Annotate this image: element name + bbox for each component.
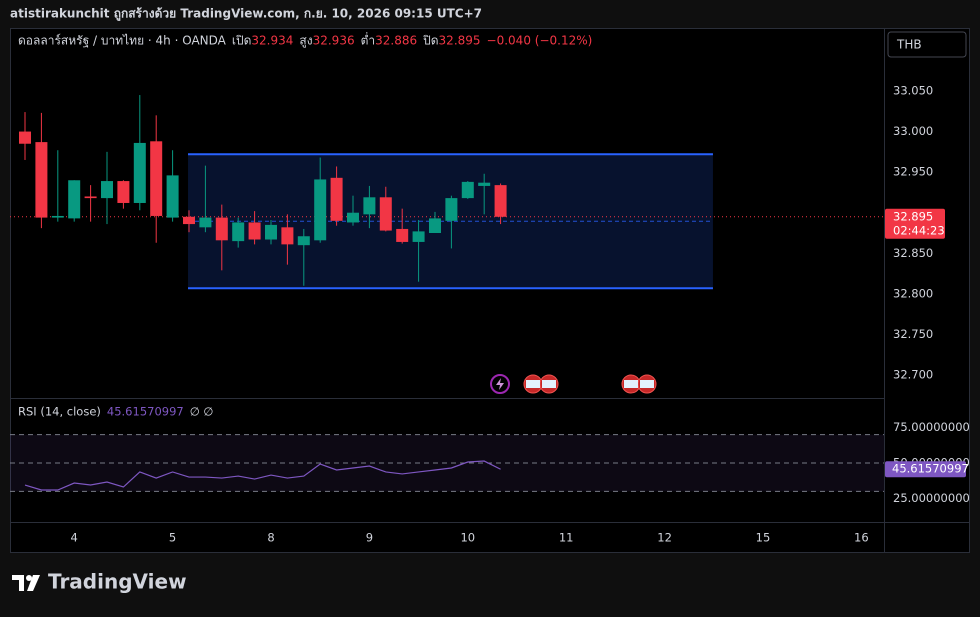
flag: [640, 380, 654, 388]
events: [490, 374, 657, 394]
currency-button[interactable]: [887, 31, 967, 58]
ohlc-label: เปิด: [232, 34, 252, 48]
candle-body: [150, 141, 163, 216]
y-tick-label: 33.000: [893, 124, 933, 138]
caption: atistirakunchit ถูกสร้างด้วย TradingView…: [10, 7, 482, 22]
candle-body: [215, 217, 228, 241]
currency: THB: [896, 38, 922, 52]
candle-body: [51, 215, 64, 218]
ohlc-label: สูง: [299, 34, 312, 49]
x-tick-label: 10: [460, 531, 475, 545]
candle-body: [330, 177, 343, 221]
candle-body: [314, 179, 327, 241]
flag: [526, 380, 540, 388]
candle-body: [232, 222, 245, 242]
x-tick-label: 16: [854, 531, 869, 545]
y-tick-label: 32.800: [893, 286, 933, 300]
candle-body: [428, 218, 441, 234]
change: −0.040 (−0.12%): [487, 34, 593, 48]
candle-body: [35, 142, 48, 218]
rsi-tag-value: 45.61570997: [892, 462, 969, 476]
candle-body: [396, 228, 409, 242]
event-icon: [496, 378, 504, 390]
rsi-value: 45.61570997: [107, 405, 184, 419]
candle-body: [478, 182, 491, 186]
x-tick-label: 11: [559, 531, 574, 545]
logo-mark: [12, 575, 24, 591]
candle-body: [182, 216, 195, 225]
candle-body: [84, 196, 97, 199]
candle-body: [297, 236, 310, 246]
candle-body: [264, 224, 277, 240]
candle-body: [248, 222, 261, 240]
x-tick-label: 12: [657, 531, 672, 545]
brand: TradingView: [48, 570, 187, 594]
logo-mark: [27, 575, 40, 591]
y-tick-label: 32.700: [893, 368, 933, 382]
candle-body: [346, 212, 359, 223]
price-tag-value: 32.895: [893, 209, 933, 223]
rsi-extra: ∅ ∅: [190, 405, 214, 419]
candle-body: [199, 217, 212, 228]
y-tick-label: 32.750: [893, 327, 933, 341]
countdown: 02:44:23: [893, 223, 945, 237]
candle-body: [101, 181, 114, 199]
logo-mark: [26, 575, 32, 581]
y-tick-label: 33.050: [893, 83, 933, 97]
price-tag: [885, 208, 945, 239]
logo: TradingView: [12, 570, 187, 594]
rsi-tick-label: 75.00000000: [893, 420, 970, 434]
symbol: ดอลลาร์สหรัฐ / บาทไทย · 4h · OANDA: [18, 34, 227, 48]
candle-body: [461, 181, 474, 199]
candle-body: [281, 227, 294, 245]
candle-body: [19, 131, 32, 144]
flag: [624, 380, 638, 388]
rsi-label: RSI (14, close): [18, 405, 101, 419]
candle-body: [166, 175, 179, 218]
candle-body: [379, 197, 392, 231]
ohlc-value: 32.895: [439, 34, 481, 48]
ohlc-label: ต่ำ: [361, 32, 376, 48]
x-tick-label: 15: [756, 531, 771, 545]
x-tick-label: 5: [169, 531, 176, 545]
candle-body: [133, 142, 146, 203]
ohlc-value: 32.936: [313, 34, 355, 48]
x-tick-label: 9: [366, 531, 373, 545]
x-tick-label: 4: [71, 531, 78, 545]
legend: ดอลลาร์สหรัฐ / บาทไทย · 4h · OANDA เปิด 3…: [18, 32, 592, 49]
candle-body: [68, 180, 81, 219]
candle-body: [117, 181, 130, 203]
x-tick-label: 8: [267, 531, 274, 545]
ohlc-value: 32.934: [251, 34, 293, 48]
y-tick-label: 32.850: [893, 246, 933, 260]
y-tick-label: 32.950: [893, 165, 933, 179]
chart-panel: [10, 28, 970, 553]
rsi-tag: [885, 461, 966, 478]
flag: [542, 380, 556, 388]
ohlc-label: ปิด: [423, 34, 439, 48]
candle-body: [494, 185, 507, 217]
ohlc-value: 32.886: [375, 34, 417, 48]
rsi-tick-label: 25.00000000: [893, 491, 970, 505]
rsi-line: [24, 460, 501, 491]
candle-body: [363, 197, 376, 215]
candle-body: [412, 231, 425, 242]
candle-body: [445, 198, 458, 221]
